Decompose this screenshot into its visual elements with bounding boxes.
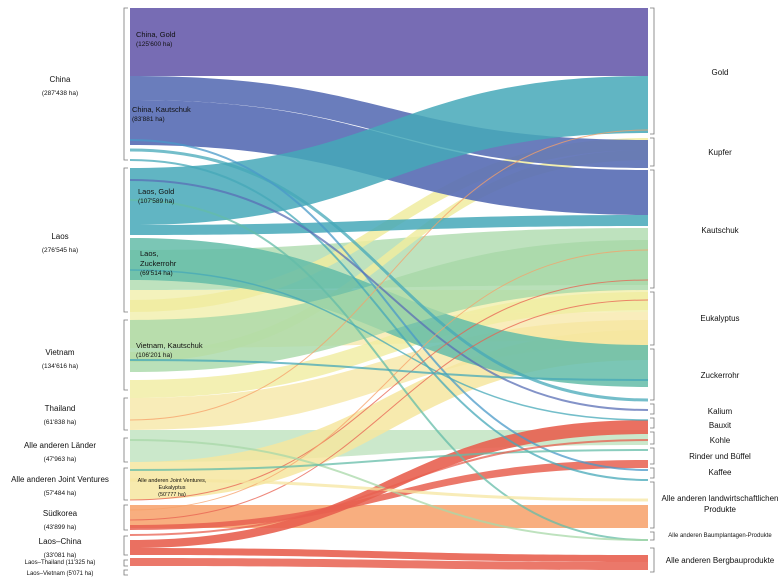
node-bracket <box>123 319 128 391</box>
right-node-alle-anderen-landwirtschaftlichen-produkte: Alle anderen landwirtschaftlichen Produk… <box>661 494 779 514</box>
inner-label-laos-zuckerrohr: Laos, Zuckerrohr (69'514 ha) <box>140 249 177 277</box>
right-node-eukalyptus: Eukalyptus <box>700 314 740 323</box>
node-bracket <box>123 7 128 161</box>
right-node-zuckerrohr: Zuckerrohr <box>700 371 740 380</box>
inner-label-vietnam-kautschuk: Vietnam, Kautschuk (106'201 ha) <box>136 341 203 359</box>
flow-link <box>129 449 649 471</box>
node-bracket <box>123 167 128 313</box>
flow-link <box>129 179 649 411</box>
right-node-bauxit: Bauxit <box>708 421 732 430</box>
node-bracket <box>123 437 128 463</box>
flow-link <box>130 150 648 362</box>
right-node-kautschuk: Kautschuk <box>701 226 739 235</box>
flow-link <box>130 548 648 562</box>
left-node-laos-vietnam: Laos–Vietnam (5'071 ha) <box>26 571 94 577</box>
node-bracket <box>123 467 128 501</box>
inner-label-joint-ventures-eukalyptus: Alle anderen Joint Ventures, Eukalyptus(… <box>137 478 207 498</box>
right-node-rinder-und-bueffel: Rinder und Büffel <box>689 452 751 461</box>
right-node-alle-anderen-baumplantagen-produkte: Alle anderen Baumplantagen-Produkte <box>668 533 772 539</box>
node-brackets <box>123 7 655 576</box>
node-bracket <box>650 137 655 167</box>
flow-link <box>129 359 649 381</box>
right-node-alle-anderen-bergbauprodukte: Alle anderen Bergbauprodukte <box>665 556 775 565</box>
left-node-alle-anderen-joint-ventures: Alle anderen Joint Ventures (57'484 ha) <box>11 475 109 497</box>
node-bracket <box>650 547 655 573</box>
left-node-thailand: Thailand (61'838 ha) <box>43 404 77 426</box>
left-node-laos-thailand: Laos–Thailand (11'325 ha) <box>24 560 96 566</box>
left-node-suedkorea: Südkorea (43'899 ha) <box>42 509 78 531</box>
left-node-laos-china: Laos–China (33'081 ha) <box>38 537 82 559</box>
right-node-kohle: Kohle <box>709 436 731 445</box>
node-bracket <box>650 447 655 465</box>
inner-label-china-kautschuk: China, Kautschuk (83'881 ha) <box>132 105 191 123</box>
flow-link <box>129 299 649 521</box>
right-node-kaffee: Kaffee <box>708 468 732 477</box>
flow-link <box>130 8 648 76</box>
flow-link <box>129 159 649 481</box>
node-bracket <box>123 535 128 556</box>
flow-link <box>130 460 648 530</box>
node-bracket <box>123 397 128 431</box>
inner-label-china-gold: China, Gold (125'600 ha) <box>136 30 176 48</box>
node-bracket <box>650 467 655 479</box>
flow-link <box>129 249 649 511</box>
node-bracket <box>123 559 128 567</box>
flow-links <box>129 8 649 570</box>
flow-link <box>129 269 649 421</box>
node-bracket <box>650 531 655 541</box>
inner-label-laos-gold: Laos, Gold (107'589 ha) <box>138 187 175 205</box>
left-node-laos: Laos (276'545 ha) <box>41 232 79 254</box>
left-node-china: China (287'438 ha) <box>41 75 79 97</box>
flow-link <box>129 129 649 421</box>
left-node-vietnam: Vietnam (134'616 ha) <box>41 348 79 370</box>
right-node-kalium: Kalium <box>707 407 733 416</box>
node-bracket <box>650 169 655 289</box>
node-bracket <box>650 481 655 529</box>
flow-link <box>130 76 648 225</box>
node-bracket <box>123 569 128 576</box>
right-node-kupfer: Kupfer <box>708 148 732 157</box>
node-bracket <box>650 291 655 346</box>
node-bracket <box>650 403 655 415</box>
flow-link <box>130 215 648 235</box>
node-bracket <box>650 417 655 429</box>
flow-link <box>130 558 648 570</box>
node-bracket <box>650 348 655 401</box>
flow-link <box>130 420 648 548</box>
right-node-gold: Gold <box>711 68 729 77</box>
flow-link <box>129 439 649 536</box>
node-bracket <box>650 431 655 445</box>
left-node-alle-anderen-laender: Alle anderen Länder (47'963 ha) <box>23 441 97 463</box>
flow-link <box>129 279 649 501</box>
node-bracket <box>123 504 128 531</box>
flow-link <box>129 478 649 502</box>
node-bracket <box>650 7 655 135</box>
